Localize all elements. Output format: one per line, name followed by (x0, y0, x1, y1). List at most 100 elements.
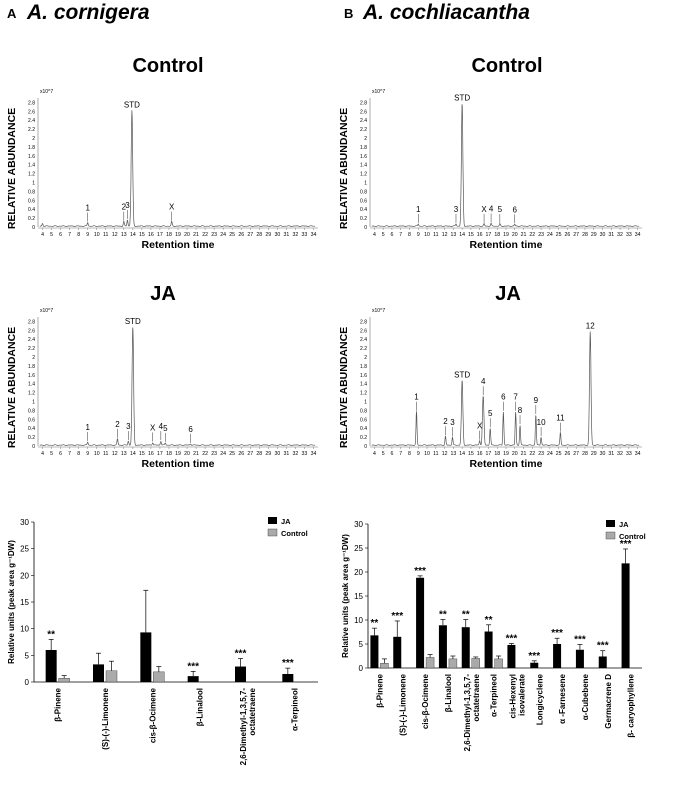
category-label-line: 2,6-Dimethyl-1,3,5,7- (239, 688, 248, 766)
y-tick-label: 1.4 (28, 382, 35, 388)
x-tick-label: 7 (399, 451, 402, 457)
category-label-line: cis-β-Ocimene (421, 673, 430, 729)
x-tick-label: 28 (582, 232, 588, 238)
category-label: β-Pinene (375, 673, 384, 707)
x-tick-label: 11 (103, 451, 108, 457)
x-tick-label: 31 (608, 232, 614, 238)
x-tick-label: 24 (547, 451, 553, 457)
y-tick-label: 1.4 (360, 382, 367, 388)
y-tick-label: 0.4 (360, 426, 367, 432)
y-tick-label: 25 (354, 544, 363, 553)
bar-ja (416, 577, 425, 668)
x-tick-label: 5 (50, 232, 53, 238)
peak-label: 5 (488, 409, 493, 418)
bar-ja (235, 666, 246, 682)
peak-label: 1 (85, 204, 90, 213)
peak-label: 1 (85, 423, 90, 432)
y-tick-label: 30 (354, 520, 363, 529)
significance-marker: *** (528, 651, 540, 662)
x-tick-label: 31 (608, 451, 614, 457)
peak-label: 3 (125, 201, 130, 210)
x-tick-label: 16 (148, 232, 154, 238)
peak-label: 3 (454, 205, 459, 214)
x-tick-label: 15 (139, 232, 145, 238)
x-tick-label: 19 (503, 232, 509, 238)
x-tick-label: 14 (130, 451, 136, 457)
peak-label: STD (125, 317, 141, 326)
x-tick-label: 29 (591, 232, 597, 238)
x-tick-label: 17 (157, 232, 163, 238)
significance-marker: ** (371, 618, 379, 629)
peak-label: 5 (163, 424, 168, 433)
y-tick-label: 0 (364, 225, 367, 231)
y-tick-label: 2.6 (360, 328, 367, 334)
x-tick-label: 24 (220, 232, 226, 238)
y-tick-label: 1 (32, 181, 35, 187)
y-tick-label: 0.2 (360, 435, 367, 441)
peak-label: 3 (450, 418, 455, 427)
y-tick-label: 0.2 (360, 216, 367, 222)
bar-chart-A-bar: 0 5 10 15 20 25 30 Relative units (peak area g⁻… (7, 517, 318, 765)
peak-label: 4 (489, 204, 494, 213)
x-tick-label: 9 (417, 451, 420, 457)
x-tick-label: 11 (103, 232, 108, 238)
x-tick-label: 23 (538, 232, 544, 238)
category-label-line: (S)-(-)-Limonene (398, 673, 407, 735)
category-label-line: (S)-(-)-Limonene (101, 687, 110, 749)
x-tick-label: 16 (148, 451, 154, 457)
y-tick-label: 2.6 (360, 109, 367, 115)
x-tick-label: 22 (202, 451, 208, 457)
scale-label: x10^7 (40, 89, 53, 95)
x-tick-label: 7 (399, 232, 402, 238)
peak-label: 8 (518, 406, 523, 415)
x-tick-label: 30 (600, 451, 606, 457)
significance-marker: *** (391, 611, 403, 622)
category-label: (S)-(-)-Limonene (398, 673, 407, 735)
scale-label: x10^7 (372, 308, 385, 314)
y-tick-label: 2 (364, 136, 367, 142)
peak-label: 9 (534, 396, 539, 405)
x-tick-label: 22 (202, 232, 208, 238)
y-tick-label: 2.6 (28, 109, 35, 115)
category-label-line: β-Pinene (375, 673, 384, 707)
y-tick-label: 1 (364, 400, 367, 406)
x-tick-label: 13 (450, 451, 456, 457)
category-label-line: octatetraene (248, 687, 257, 735)
category-label-line: β- caryophyllene (627, 673, 636, 737)
category-label-line: β-Pinene (54, 687, 63, 721)
x-tick-label: 13 (450, 232, 456, 238)
x-tick-label: 8 (408, 451, 411, 457)
x-axis-label: Retention time (142, 239, 215, 251)
significance-marker: ** (485, 615, 493, 626)
bar-ja (438, 625, 447, 668)
significance-marker: *** (597, 641, 609, 652)
chart-title: JA (150, 283, 176, 305)
category-label-line: β-Linalool (444, 674, 453, 712)
category-label-line: α-Terpineol (490, 674, 499, 717)
x-tick-label: 29 (265, 451, 271, 457)
x-tick-label: 6 (390, 232, 393, 238)
category-label: β-Linalool (444, 674, 453, 712)
x-tick-label: 22 (529, 232, 535, 238)
significance-marker: *** (574, 634, 586, 645)
significance-marker: *** (551, 628, 563, 639)
significance-marker: *** (282, 658, 294, 669)
peak-label: X (481, 205, 487, 214)
category-label: β- caryophyllene (627, 673, 636, 737)
y-tick-label: 15 (20, 598, 29, 607)
bar-control (105, 670, 118, 683)
peak-label: STD (454, 94, 470, 103)
x-tick-label: 10 (94, 232, 100, 238)
bar-control (153, 671, 165, 683)
bar-ja (140, 632, 152, 682)
trace-line (39, 110, 316, 227)
y-tick-label: 1.6 (28, 373, 35, 379)
x-tick-label: 15 (468, 451, 474, 457)
x-tick-label: 29 (591, 451, 597, 457)
y-tick-label: 0.6 (28, 417, 35, 423)
peak-label: STD (454, 371, 470, 380)
x-tick-label: 31 (283, 232, 289, 238)
x-tick-label: 7 (68, 232, 71, 238)
x-tick-label: 21 (521, 232, 527, 238)
y-tick-label: 2.8 (28, 319, 35, 325)
